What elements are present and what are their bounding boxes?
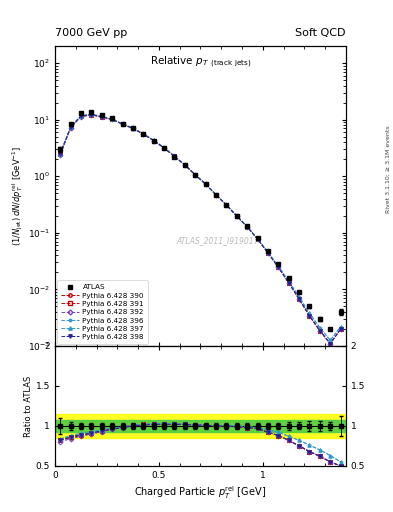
Text: Soft QCD: Soft QCD — [296, 28, 346, 38]
Y-axis label: $(1/N_\mathrm{jet})\,dN/dp_T^\mathrm{rel}\ [\mathrm{GeV}^{-1}]$: $(1/N_\mathrm{jet})\,dN/dp_T^\mathrm{rel… — [11, 146, 25, 246]
Text: ATLAS_2011_I919017: ATLAS_2011_I919017 — [176, 237, 259, 246]
Bar — [55, 419, 346, 432]
X-axis label: Charged Particle $p_T^\mathrm{rel}$ [GeV]: Charged Particle $p_T^\mathrm{rel}$ [GeV… — [134, 484, 266, 501]
Legend: ATLAS, Pythia 6.428 390, Pythia 6.428 391, Pythia 6.428 392, Pythia 6.428 396, P: ATLAS, Pythia 6.428 390, Pythia 6.428 39… — [57, 281, 148, 344]
Text: Relative $p_T$ $_{(\mathrm{track\ jets})}$: Relative $p_T$ $_{(\mathrm{track\ jets})… — [150, 55, 251, 71]
Text: Rivet 3.1.10; ≥ 3.1M events: Rivet 3.1.10; ≥ 3.1M events — [386, 125, 391, 213]
Y-axis label: Ratio to ATLAS: Ratio to ATLAS — [24, 375, 33, 437]
Bar — [55, 414, 346, 438]
Text: 7000 GeV pp: 7000 GeV pp — [55, 28, 127, 38]
